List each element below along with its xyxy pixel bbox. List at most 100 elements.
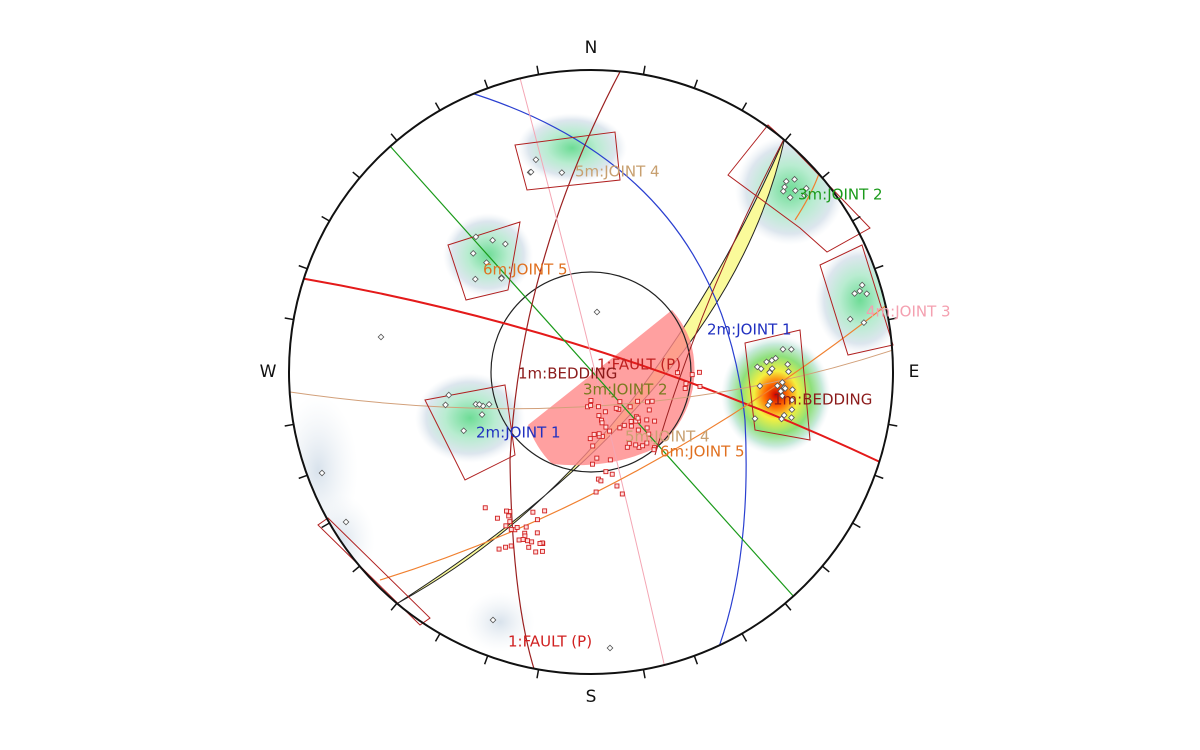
fault-pole — [508, 543, 514, 549]
fault-pole — [590, 443, 596, 449]
plane-label: 3m:JOINT 2 — [798, 186, 883, 204]
fault-pole — [516, 537, 522, 543]
plane-label: 4m:JOINT 3 — [866, 303, 951, 321]
pole — [593, 308, 601, 316]
pole — [772, 354, 779, 362]
south-label: S — [586, 687, 597, 707]
tick — [390, 133, 398, 142]
fault-pole — [646, 407, 652, 413]
fault-pole — [621, 422, 627, 428]
pole — [846, 315, 854, 323]
fault-pole — [598, 478, 604, 484]
tick — [483, 79, 489, 89]
fault-pole — [494, 515, 500, 521]
tick — [434, 633, 441, 642]
fault-pole — [627, 404, 633, 410]
fault-pole — [530, 509, 536, 515]
pole — [471, 275, 479, 283]
fault-pole — [645, 399, 650, 405]
pole — [478, 411, 486, 418]
pole — [498, 274, 505, 282]
pole — [788, 396, 796, 404]
fault-pole — [644, 417, 650, 423]
pole — [489, 236, 497, 244]
pole — [483, 259, 490, 267]
pole — [856, 287, 864, 295]
tick — [434, 102, 441, 111]
pole — [801, 192, 808, 199]
pole — [781, 385, 789, 392]
fault-pole — [640, 443, 646, 449]
fault-pole — [534, 517, 540, 523]
pole — [780, 411, 788, 419]
pole — [756, 382, 764, 390]
fault-pole — [697, 383, 703, 389]
fault-pole — [525, 538, 530, 544]
tick — [352, 171, 361, 179]
pole — [485, 401, 493, 408]
tick — [874, 264, 884, 270]
fault-pole — [506, 513, 512, 519]
pole — [779, 187, 787, 195]
fault-pole — [619, 491, 625, 497]
plane-label: 5m:JOINT 4 — [625, 428, 710, 446]
tick — [536, 65, 540, 75]
fault-pole — [635, 427, 641, 433]
fault-pole — [652, 418, 658, 424]
north-label: N — [585, 38, 598, 58]
fault-pole — [624, 444, 630, 450]
fault-pole — [607, 457, 613, 463]
tick — [784, 133, 792, 142]
tick — [821, 565, 830, 573]
plane-label: 6m:JOINT 5 — [660, 443, 745, 461]
fault-pole — [526, 544, 532, 550]
tick — [874, 474, 884, 480]
pole — [527, 168, 535, 176]
pole — [786, 194, 794, 201]
tick — [298, 264, 308, 270]
fault-pole — [689, 372, 695, 378]
fault-pole — [514, 524, 520, 530]
pole — [788, 414, 795, 422]
fault-pole — [594, 455, 600, 461]
tick — [298, 474, 308, 480]
tick — [483, 655, 489, 665]
pole — [753, 363, 761, 371]
fault-pole — [482, 505, 488, 511]
fault-pole — [537, 541, 543, 546]
pole — [469, 249, 477, 257]
fault-pole — [504, 508, 509, 514]
fault-pole — [633, 442, 639, 448]
pole — [860, 319, 868, 327]
tick — [852, 522, 861, 529]
fault-pole — [539, 548, 545, 554]
fault-pole — [529, 539, 535, 545]
pole — [489, 616, 497, 624]
pole — [791, 187, 799, 195]
fault-pole — [635, 415, 641, 421]
fault-pole — [682, 385, 688, 391]
pole — [778, 379, 786, 386]
pole — [460, 427, 468, 435]
plane-label: 6m:JOINT 5 — [483, 261, 568, 279]
pole — [784, 360, 792, 368]
pole — [475, 401, 483, 408]
fault-pole — [520, 537, 526, 542]
fault-pole — [696, 369, 702, 375]
fault-pole — [503, 544, 509, 550]
fault-pole — [613, 405, 619, 411]
fault-pole — [587, 436, 593, 442]
poles — [318, 156, 871, 652]
tick — [741, 633, 748, 642]
west-label: W — [260, 362, 277, 382]
fault-pole — [596, 413, 602, 419]
fault-pole — [588, 402, 594, 408]
pole — [377, 333, 385, 341]
fault-pole — [644, 425, 650, 431]
pole — [763, 358, 770, 366]
fault-pole — [593, 489, 599, 495]
pole — [342, 518, 350, 526]
pole — [858, 281, 866, 289]
fault-pole — [507, 519, 513, 525]
